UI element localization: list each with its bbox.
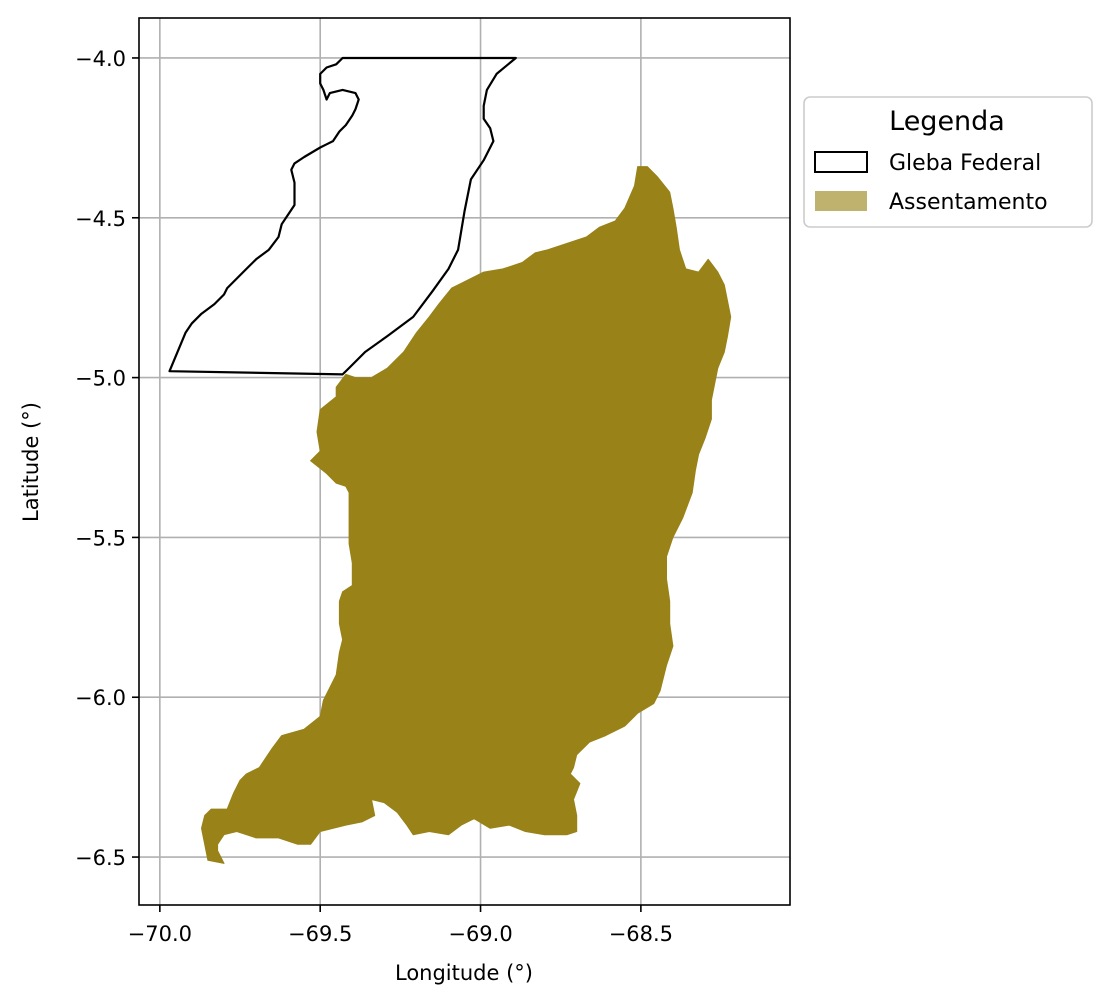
legend-label-assentamento: Assentamento bbox=[889, 190, 1048, 215]
x-tick-label: −68.5 bbox=[609, 922, 673, 946]
axes-frame bbox=[138, 17, 791, 906]
y-axis-ticks: −4.0 −4.5 −5.0 −5.5 −6.0 −6.5 bbox=[75, 47, 139, 870]
x-tick-label: −69.0 bbox=[448, 922, 512, 946]
x-tick-label: −70.0 bbox=[128, 922, 192, 946]
x-axis-ticks: −70.0 −69.5 −69.0 −68.5 bbox=[128, 905, 673, 946]
legend-title: Legenda bbox=[889, 106, 1005, 137]
gleba-federal-layer bbox=[168, 56, 517, 376]
assentamento-polygon bbox=[201, 166, 732, 864]
y-tick-label: −6.0 bbox=[75, 686, 126, 710]
gleba-federal-outline bbox=[168, 56, 517, 376]
y-tick-label: −4.5 bbox=[75, 207, 126, 231]
legend-label-gleba-federal: Gleba Federal bbox=[889, 151, 1041, 176]
x-tick-label: −69.5 bbox=[288, 922, 352, 946]
legend-swatch-assentamento bbox=[815, 191, 867, 211]
legend-swatch-gleba-federal bbox=[814, 151, 868, 173]
y-axis-label: Latitude (°) bbox=[19, 402, 43, 522]
legend: Legenda Gleba Federal Assentamento bbox=[803, 96, 1093, 228]
y-tick-label: −5.0 bbox=[75, 367, 126, 391]
y-tick-label: −6.5 bbox=[75, 846, 126, 870]
y-tick-label: −5.5 bbox=[75, 526, 126, 550]
y-tick-label: −4.0 bbox=[75, 47, 126, 71]
legend-box bbox=[803, 96, 1093, 228]
x-axis-label: Longitude (°) bbox=[395, 961, 533, 985]
assentamento-layer bbox=[201, 166, 732, 864]
